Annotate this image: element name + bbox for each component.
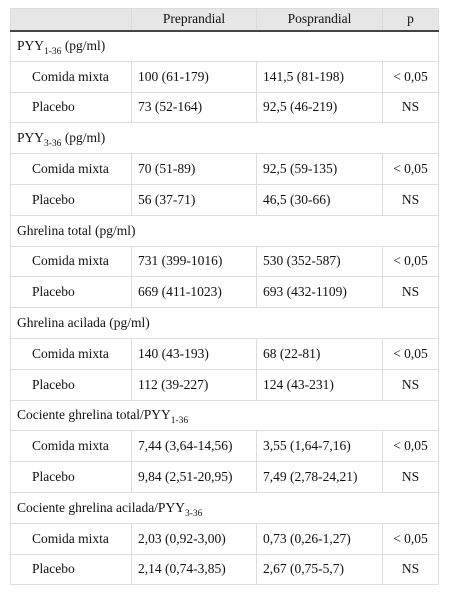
row-label: Comida mixta xyxy=(10,430,132,463)
cell: 2,14 (0,74-3,85) xyxy=(131,553,257,586)
section-label: PYY1-36 (pg/ml) xyxy=(10,30,439,62)
cell: 92,5 (46-219) xyxy=(256,91,383,124)
row-label: Placebo xyxy=(10,368,132,401)
cell: < 0,05 xyxy=(382,430,439,463)
cell: 7,49 (2,78-24,21) xyxy=(256,461,383,493)
cell: 2,03 (0,92-3,00) xyxy=(131,522,257,555)
row-label: Comida mixta xyxy=(10,522,132,555)
header-cell: p xyxy=(382,8,439,32)
label-text: Ghrelina total (pg/ml) xyxy=(17,222,136,238)
label-text: PYY xyxy=(17,130,45,146)
header-row: Preprandial Posprandial p xyxy=(10,8,439,32)
cell: < 0,05 xyxy=(382,245,439,278)
cell: NS xyxy=(382,91,439,124)
label-text: (pg/ml) xyxy=(61,38,106,54)
label-text: (pg/ml) xyxy=(61,130,106,146)
cell: 2,67 (0,75-5,7) xyxy=(256,553,383,586)
label-text: PYY xyxy=(17,38,45,54)
cell: 112 (39-227) xyxy=(131,368,257,401)
section-row: PYY1-36 (pg/ml) xyxy=(10,30,439,62)
results-table: Preprandial Posprandial p PYY1-36 (pg/ml… xyxy=(10,8,439,586)
header-cell: Posprandial xyxy=(256,8,383,32)
section-row: Cociente ghrelina acilada/PYY3-36 xyxy=(10,491,439,524)
data-row: Comida mixta 140 (43-193) 68 (22-81) < 0,05 xyxy=(10,337,439,370)
table-body: PYY1-36 (pg/ml) Comida mixta 100 (61-179) 1… xyxy=(10,30,439,586)
section-label: Ghrelina acilada (pg/ml) xyxy=(10,307,439,339)
cell: NS xyxy=(382,368,439,401)
subscript: 3-36 xyxy=(44,139,62,150)
section-row: Ghrelina total (pg/ml) xyxy=(10,214,439,247)
row-label: Comida mixta xyxy=(10,60,132,93)
subscript: 3-36 xyxy=(184,508,203,519)
cell: 73 (52-164) xyxy=(131,91,257,124)
section-label: Cociente ghrelina acilada/PYY3-36 xyxy=(10,491,439,524)
row-label: Placebo xyxy=(10,183,132,216)
row-label: Comida mixta xyxy=(10,337,132,370)
data-row: Comida mixta 7,44 (3,64-14,56) 3,55 (1,64-… xyxy=(10,430,439,463)
cell: 9,84 (2,51-20,95) xyxy=(131,461,257,493)
header-cell xyxy=(10,8,132,32)
cell: 141,5 (81-198) xyxy=(256,60,383,93)
cell: 669 (411-1023) xyxy=(131,276,257,309)
section-label: Ghrelina total (pg/ml) xyxy=(10,214,439,247)
cell: 92,5 (59-135) xyxy=(256,153,383,185)
cell: NS xyxy=(382,276,439,309)
label-text: Cociente ghrelina total/PYY xyxy=(17,407,171,423)
cell: 100 (61-179) xyxy=(131,60,257,93)
row-label: Comida mixta xyxy=(10,245,132,278)
cell: 530 (352-587) xyxy=(256,245,383,278)
section-label: PYY3-36 (pg/ml) xyxy=(10,122,439,155)
cell: 731 (399-1016) xyxy=(131,245,257,278)
data-row: Comida mixta 2,03 (0,92-3,00) 0,73 (0,26-1… xyxy=(10,522,439,555)
table-header: Preprandial Posprandial p xyxy=(10,8,439,32)
cell: 140 (43-193) xyxy=(131,337,257,370)
cell: 124 (43-231) xyxy=(256,368,383,401)
data-row: Placebo 56 (37-71) 46,5 (30-66) NS xyxy=(10,183,439,216)
section-row: Ghrelina acilada (pg/ml) xyxy=(10,307,439,339)
cell: NS xyxy=(382,553,439,586)
row-label: Placebo xyxy=(10,91,132,124)
row-label: Comida mixta xyxy=(10,153,132,185)
cell: NS xyxy=(382,461,439,493)
subscript: 1-36 xyxy=(44,47,62,58)
cell: < 0,05 xyxy=(382,337,439,370)
cell: 3,55 (1,64-7,16) xyxy=(256,430,383,463)
data-row: Comida mixta 70 (51-89) 92,5 (59-135) < 0,0… xyxy=(10,153,439,185)
cell: < 0,05 xyxy=(382,60,439,93)
data-row: Comida mixta 100 (61-179) 141,5 (81-198) < … xyxy=(10,60,439,93)
data-row: Placebo 669 (411-1023) 693 (432-1109) NS xyxy=(10,276,439,309)
label-text: Cociente ghrelina acilada/PYY xyxy=(17,499,185,515)
cell: 70 (51-89) xyxy=(131,153,257,185)
header-cell: Preprandial xyxy=(131,8,257,32)
row-label: Placebo xyxy=(10,461,132,493)
section-label: Cociente ghrelina total/PYY1-36 xyxy=(10,399,439,432)
row-label: Placebo xyxy=(10,553,132,586)
cell: 693 (432-1109) xyxy=(256,276,383,309)
data-row: Placebo 73 (52-164) 92,5 (46-219) NS xyxy=(10,91,439,124)
label-text: Ghrelina acilada (pg/ml) xyxy=(17,315,150,331)
cell: NS xyxy=(382,183,439,216)
cell: 46,5 (30-66) xyxy=(256,183,383,216)
cell: 7,44 (3,64-14,56) xyxy=(131,430,257,463)
data-row: Placebo 2,14 (0,74-3,85) 2,67 (0,75-5,7) NS xyxy=(10,553,439,586)
cell: < 0,05 xyxy=(382,522,439,555)
data-row: Placebo 9,84 (2,51-20,95) 7,49 (2,78-24,21… xyxy=(10,461,439,493)
cell: < 0,05 xyxy=(382,153,439,185)
data-row: Placebo 112 (39-227) 124 (43-231) NS xyxy=(10,368,439,401)
cell: 0,73 (0,26-1,27) xyxy=(256,522,383,555)
cell: 56 (37-71) xyxy=(131,183,257,216)
section-row: PYY3-36 (pg/ml) xyxy=(10,122,439,155)
subscript: 1-36 xyxy=(170,416,189,427)
section-row: Cociente ghrelina total/PYY1-36 xyxy=(10,399,439,432)
row-label: Placebo xyxy=(10,276,132,309)
cell: 68 (22-81) xyxy=(256,337,383,370)
data-row: Comida mixta 731 (399-1016) 530 (352-587) <… xyxy=(10,245,439,278)
